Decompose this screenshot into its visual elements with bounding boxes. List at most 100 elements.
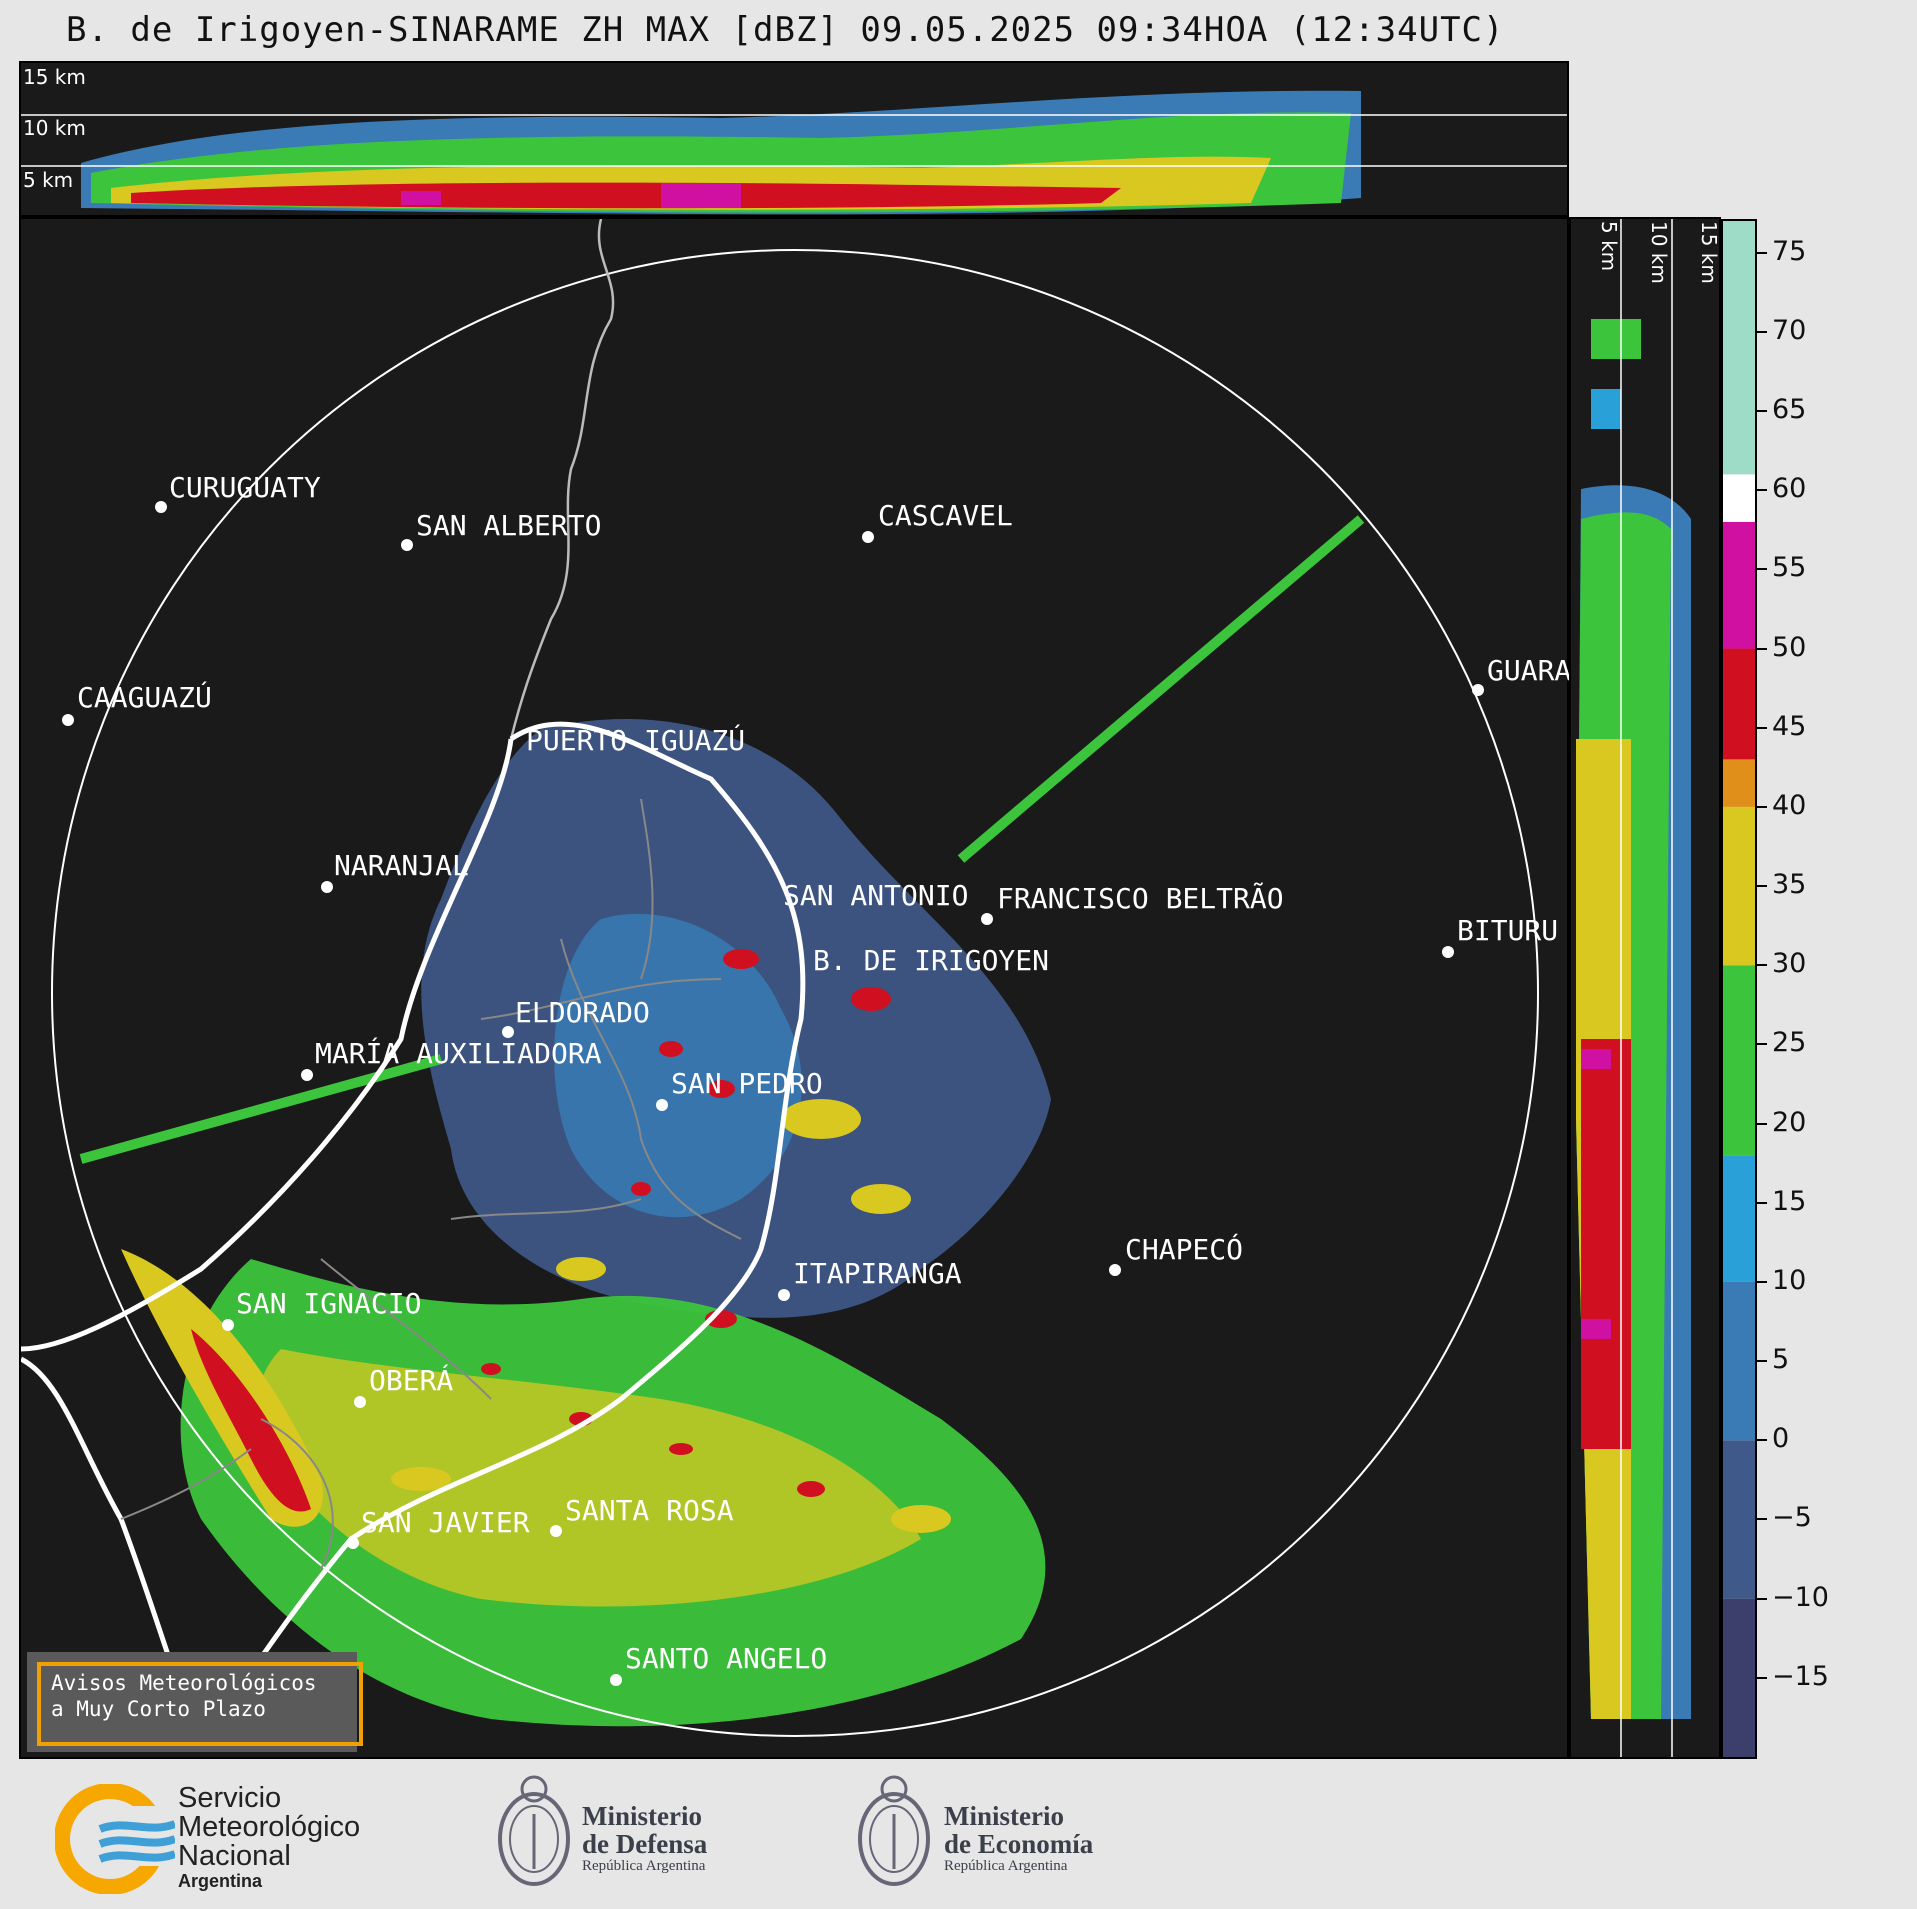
department-lines: [120, 798, 742, 1570]
colorbar-tick-label: 30: [1772, 948, 1807, 980]
city-label-chapeco: CHAPECÓ: [1125, 1233, 1244, 1266]
city-label-san-pedro: SAN PEDRO: [671, 1067, 823, 1100]
city-label-san-alberto: SAN ALBERTO: [416, 509, 602, 542]
notice-line-1: Avisos Meteorológicos: [51, 1671, 317, 1695]
city-label-naranjal: NARANJAL: [334, 849, 469, 882]
colorbar-band-4: [1723, 965, 1755, 1156]
city-label-san-antonio: SAN ANTONIO: [783, 879, 969, 912]
colorbar-tick-mark: [1757, 1122, 1767, 1125]
city-dot-san-ignacio: [222, 1319, 234, 1331]
city-dot-eldorado: [502, 1026, 514, 1038]
city-label-guara: GUARA: [1487, 654, 1572, 687]
colorbar-tick-label: 20: [1772, 1106, 1807, 1138]
colorbar-tick-mark: [1757, 1439, 1767, 1442]
city-label-b-de-irigoyen: B. DE IRIGOYEN: [813, 944, 1050, 977]
city-label-san-javier: SAN JAVIER: [361, 1506, 530, 1539]
city-dot-santo-angelo: [610, 1674, 622, 1686]
notice-line-2: a Muy Corto Plazo: [51, 1697, 266, 1721]
colorbar-tick-mark: [1757, 1043, 1767, 1046]
colorbar-tick-label: −10: [1772, 1581, 1829, 1613]
city-label-maria-auxiliadora: MARÍA AUXILIADORA: [315, 1037, 602, 1070]
colorbar-tick-label: 60: [1772, 473, 1807, 505]
colorbar-band-8: [1723, 521, 1755, 649]
colorbar-tick-label: −15: [1772, 1660, 1829, 1692]
economia-line-2: de Economía: [944, 1829, 1094, 1859]
alt-label-15km: 15 km: [23, 65, 86, 89]
colorbar-tick-label: 50: [1772, 631, 1807, 663]
colorbar-tick-mark: [1757, 1360, 1767, 1363]
colorbar-band-5: [1723, 806, 1755, 966]
top-cross-section-echoes: [21, 90, 1567, 215]
colorbar-tick-mark: [1757, 1201, 1767, 1204]
colorbar-tick-label: 25: [1772, 1027, 1807, 1059]
colorbar-band-6: [1723, 759, 1755, 807]
city-dot-cascavel: [862, 531, 874, 543]
colorbar-tick-label: 5: [1772, 1344, 1790, 1376]
defensa-line-1: Ministerio: [582, 1801, 702, 1831]
city-label-obera: OBERÁ: [369, 1364, 454, 1397]
colorbar-tick-mark: [1757, 885, 1767, 888]
city-label-san-ignacio: SAN IGNACIO: [236, 1287, 422, 1320]
city-label-bituru: BITURU: [1457, 914, 1559, 947]
city-label-santa-rosa: SANTA ROSA: [565, 1494, 734, 1527]
city-dot-guara: [1472, 684, 1484, 696]
radar-map-panel: CURUGUATY SAN ALBERTO CASCAVEL CAAGUAZÚ …: [19, 217, 1572, 1759]
side-cross-section-panel: 5 km 10 km 15 km: [1569, 217, 1721, 1759]
colorbar-tick-label: 55: [1772, 552, 1807, 584]
defensa-line-2: de Defensa: [582, 1829, 708, 1859]
colorbar-tick-mark: [1757, 330, 1767, 333]
logo-footer: Servicio Meteorológico Nacional Argentin…: [0, 1762, 1917, 1909]
economia-line-3: República Argentina: [944, 1858, 1068, 1874]
city-dot-san-javier: [347, 1537, 359, 1549]
colorbar-tick-mark: [1757, 1597, 1767, 1600]
defensa-line-3: República Argentina: [582, 1858, 706, 1874]
colorbar-tick-mark: [1757, 1280, 1767, 1283]
side-alt-label-15km: 15 km: [1697, 221, 1721, 284]
defensa-logo-text: Ministerio de Defensa República Argentin…: [582, 1802, 707, 1875]
colorbar-tick-mark: [1757, 805, 1767, 808]
interference-spoke-w: [79, 1054, 443, 1164]
smn-line-2: Meteorológico: [178, 1811, 361, 1843]
economia-line-1: Ministerio: [944, 1801, 1064, 1831]
colorbar-tick-mark: [1757, 489, 1767, 492]
smn-logo-text: Servicio Meteorológico Nacional Argentin…: [178, 1784, 361, 1892]
colorbar-tick-label: 0: [1772, 1423, 1790, 1455]
defensa-seal-icon: [498, 1775, 570, 1886]
city-dot-caaguazu: [62, 714, 74, 726]
city-dot-itapiranga: [778, 1289, 790, 1301]
alt-label-10km: 10 km: [23, 116, 86, 140]
alt-label-5km: 5 km: [23, 168, 74, 192]
colorbar-bands: [1723, 221, 1755, 1757]
colorbar-tick-mark: [1757, 568, 1767, 571]
colorbar-tick-label: 75: [1772, 235, 1807, 267]
city-label-caaguazu: CAAGUAZÚ: [77, 681, 212, 714]
colorbar-band-3: [1723, 1155, 1755, 1282]
echo-band-west-core: [191, 1329, 311, 1512]
city-dot-chapeco: [1109, 1264, 1121, 1276]
city-label-eldorado: ELDORADO: [515, 996, 650, 1029]
notice-box[interactable]: Avisos Meteorológicos a Muy Corto Plazo: [27, 1652, 363, 1752]
smn-line-3: Nacional: [178, 1840, 291, 1872]
city-dot-curuguaty: [155, 501, 167, 513]
colorbar-tick-mark: [1757, 1676, 1767, 1679]
echo-band-south-inner: [257, 1349, 921, 1607]
province-line-misiones: [21, 738, 514, 1352]
city-dot-maria-auxiliadora: [301, 1069, 313, 1081]
range-ring: [51, 249, 1539, 1737]
colorbar: [1721, 219, 1757, 1759]
city-dot-bituru: [1442, 946, 1454, 958]
storm-cells: [481, 949, 891, 1497]
colorbar-band-2: [1723, 1281, 1755, 1441]
colorbar-band-0: [1723, 1598, 1755, 1757]
top-cross-section-panel: 15 km 10 km 5 km: [19, 61, 1569, 217]
side-cross-section-echoes: [1576, 219, 1691, 1757]
colorbar-tick-label: 65: [1772, 394, 1807, 426]
city-label-itapiranga: ITAPIRANGA: [793, 1257, 962, 1290]
colorbar-tick-label: 35: [1772, 869, 1807, 901]
city-dot-francisco-beltrao: [981, 913, 993, 925]
colorbar-tick-mark: [1757, 251, 1767, 254]
notice-box-inner[interactable]: Avisos Meteorológicos a Muy Corto Plazo: [37, 1662, 363, 1746]
city-label-santo-angelo: SANTO ANGELO: [625, 1642, 828, 1675]
city-dot-obera: [354, 1396, 366, 1408]
interference-spoke-ne: [957, 515, 1365, 863]
